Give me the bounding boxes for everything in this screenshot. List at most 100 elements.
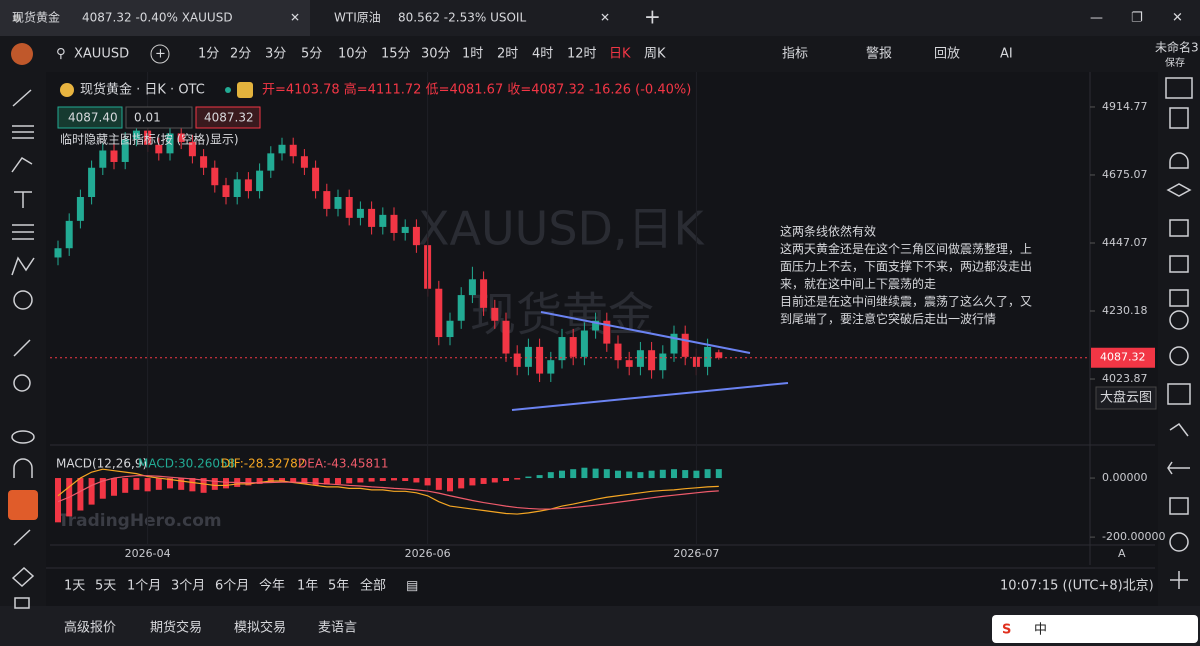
- range-button[interactable]: 1个月: [127, 579, 161, 594]
- range-button[interactable]: 6个月: [215, 579, 249, 594]
- tab-close[interactable]: ✕: [600, 11, 610, 25]
- menu-item[interactable]: 高级报价: [64, 620, 116, 636]
- window-max[interactable]: ❐: [1131, 11, 1143, 26]
- interval[interactable]: 30分: [421, 47, 451, 62]
- tool-button[interactable]: 警报: [866, 46, 892, 62]
- menu-item[interactable]: 期货交易: [150, 620, 202, 636]
- bid-box[interactable]: [57, 106, 123, 129]
- tool-brush[interactable]: [11, 157, 33, 173]
- tool-line[interactable]: [12, 89, 32, 107]
- range-button[interactable]: 5年: [328, 579, 349, 594]
- trend-line[interactable]: [511, 382, 789, 411]
- step[interactable]: 0.01: [134, 111, 161, 125]
- ime-mode[interactable]: 中: [1034, 623, 1047, 638]
- interval[interactable]: 10分: [338, 47, 368, 62]
- side-icon[interactable]: [1169, 532, 1189, 552]
- bid[interactable]: 4087.40: [68, 111, 118, 125]
- tool-zoom[interactable]: [13, 374, 31, 392]
- macd-bar: [458, 478, 465, 489]
- active-tab[interactable]: [0, 0, 310, 36]
- ask-box[interactable]: [195, 106, 261, 129]
- add-button[interactable]: [150, 44, 170, 64]
- new-tab[interactable]: +: [644, 5, 661, 29]
- range-button[interactable]: 5天: [95, 579, 116, 594]
- tool-eraser[interactable]: [11, 566, 35, 588]
- search-icon[interactable]: ⚲: [56, 47, 66, 62]
- tab-quote[interactable]: 4087.32 -0.40% XAUUSD: [82, 11, 233, 25]
- save[interactable]: 保存: [1165, 56, 1185, 69]
- interval[interactable]: 1分: [198, 47, 219, 62]
- macd-bar: [480, 478, 487, 484]
- candle-body: [670, 333, 678, 354]
- interval[interactable]: 日K: [609, 47, 631, 62]
- interval[interactable]: 15分: [381, 47, 411, 62]
- side-icon[interactable]: [1167, 461, 1190, 475]
- calendar-icon[interactable]: ▤: [406, 579, 418, 594]
- auto-scale[interactable]: A: [1118, 547, 1126, 560]
- symbol[interactable]: XAUUSD: [74, 47, 129, 62]
- tool-button[interactable]: AI: [1000, 47, 1013, 62]
- side-icon[interactable]: [1169, 219, 1189, 237]
- range-button[interactable]: 全部: [360, 578, 386, 594]
- side-icon[interactable]: [1169, 310, 1189, 330]
- tab-quote[interactable]: 80.562 -2.53% USOIL: [398, 11, 526, 25]
- range-button[interactable]: 今年: [259, 578, 285, 594]
- interval[interactable]: 12时: [567, 47, 597, 62]
- range-button[interactable]: 3个月: [171, 579, 205, 594]
- macd-bar: [346, 478, 353, 484]
- tool-pattern[interactable]: [11, 256, 35, 276]
- range-button[interactable]: 1天: [64, 579, 85, 594]
- side-icon[interactable]: [1167, 383, 1191, 405]
- menu-item[interactable]: 模拟交易: [234, 620, 286, 636]
- tool-emoji[interactable]: [13, 290, 33, 310]
- tool-ruler[interactable]: [13, 339, 31, 357]
- interval[interactable]: 5分: [301, 47, 322, 62]
- interval[interactable]: 1时: [462, 47, 483, 62]
- side-icon[interactable]: [1169, 497, 1189, 515]
- tool-eye[interactable]: [11, 430, 35, 444]
- interval[interactable]: 周K: [644, 47, 666, 62]
- window-close[interactable]: ✕: [1172, 11, 1183, 26]
- tab-title[interactable]: WTI原油: [334, 11, 381, 25]
- interval[interactable]: 2时: [497, 47, 518, 62]
- ask[interactable]: 4087.32: [204, 111, 254, 125]
- side-icon[interactable]: [1169, 255, 1189, 273]
- window-min[interactable]: —: [1090, 11, 1103, 26]
- side-icon[interactable]: [1170, 571, 1188, 589]
- interval[interactable]: 4时: [532, 47, 553, 62]
- add-icon[interactable]: +: [155, 47, 166, 62]
- doc-name[interactable]: 未命名3: [1155, 40, 1199, 55]
- tool-pen[interactable]: [13, 529, 31, 546]
- side-icon[interactable]: [1169, 346, 1189, 366]
- side-button-label[interactable]: 大盘云图: [1100, 390, 1152, 406]
- ime-logo[interactable]: S: [1002, 623, 1011, 638]
- tab-close[interactable]: ✕: [290, 11, 300, 25]
- step-box[interactable]: [125, 106, 193, 129]
- side-icon[interactable]: [1165, 77, 1193, 99]
- tool-button[interactable]: 回放: [934, 47, 960, 62]
- macd-bar: [267, 478, 274, 483]
- side-icon[interactable]: [1169, 152, 1189, 169]
- menu-item[interactable]: 麦语言: [318, 621, 357, 636]
- tool-active[interactable]: [8, 490, 38, 520]
- side-icon[interactable]: [1169, 107, 1189, 129]
- candle-body: [222, 185, 230, 198]
- side-icon[interactable]: [1169, 422, 1189, 437]
- side-icon[interactable]: [1166, 183, 1192, 197]
- interval[interactable]: 3分: [265, 47, 286, 62]
- tool-text[interactable]: [14, 191, 32, 208]
- tool-magnet[interactable]: [13, 458, 33, 478]
- avatar[interactable]: [11, 43, 33, 65]
- side-icon[interactable]: [1169, 289, 1189, 307]
- interval[interactable]: 2分: [230, 47, 251, 62]
- tool-button[interactable]: 指标: [782, 47, 808, 62]
- trend-line[interactable]: [540, 311, 751, 354]
- clock: 10:07:15 ((UTC+8)北京): [1000, 579, 1154, 594]
- tool-fib[interactable]: [12, 224, 34, 240]
- tool-lock[interactable]: [14, 597, 30, 609]
- ime-bar[interactable]: [992, 615, 1198, 643]
- range-button[interactable]: 1年: [297, 579, 318, 594]
- tab-title[interactable]: 现货黄金: [12, 10, 60, 25]
- candle-body: [446, 320, 454, 338]
- side-button[interactable]: [1095, 386, 1157, 410]
